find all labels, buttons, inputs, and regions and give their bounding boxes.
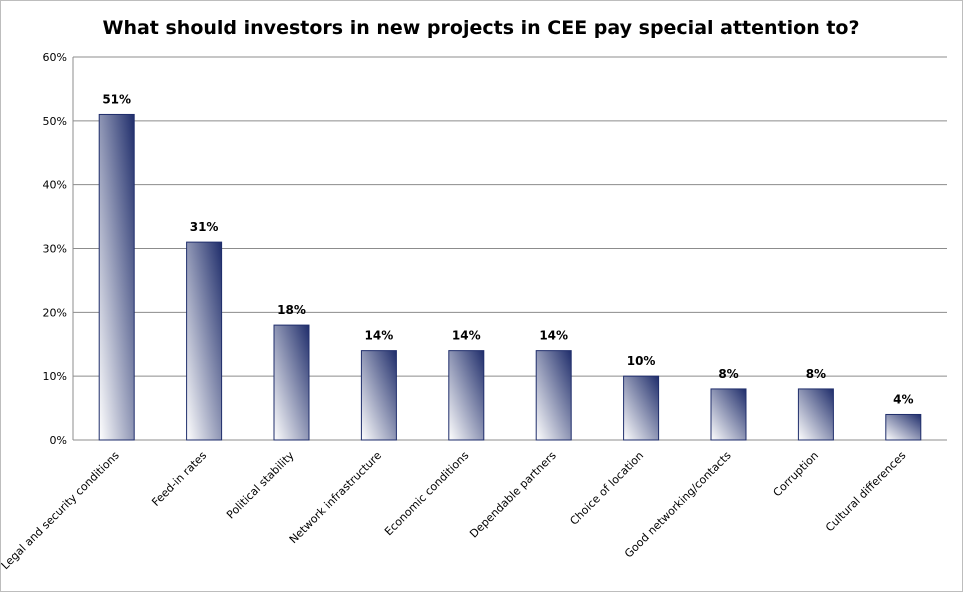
bars: [98, 113, 922, 441]
bar-value-label: 14%: [452, 329, 481, 343]
bar: [273, 324, 310, 441]
bar-value-label: 4%: [893, 392, 913, 406]
bar-value-label: 8%: [718, 367, 738, 381]
chart-title: What should investors in new projects in…: [103, 17, 860, 39]
data-labels: 51% 31% 18% 14% 14% 14% 10% 8% 8% 4%: [102, 92, 913, 406]
bar-value-label: 31%: [190, 220, 219, 234]
y-tick-label: 40%: [43, 179, 67, 192]
bar: [535, 350, 572, 441]
bar-value-label: 14%: [539, 329, 568, 343]
bar-value-label: 18%: [277, 303, 306, 317]
y-tick-label: 10%: [43, 370, 67, 383]
y-tick-label: 0%: [50, 434, 67, 447]
bar: [623, 375, 660, 441]
bar: [186, 241, 223, 441]
bar: [360, 350, 397, 441]
y-axis-tick-labels: 0% 10% 20% 30% 40% 50% 60%: [43, 51, 67, 447]
bar: [98, 113, 135, 441]
bar-value-label: 8%: [806, 367, 826, 381]
y-tick-label: 20%: [43, 306, 67, 319]
bar: [448, 350, 485, 441]
bar: [797, 388, 834, 441]
y-tick-label: 30%: [43, 243, 67, 256]
bar-value-label: 51%: [102, 92, 131, 106]
bar: [710, 388, 747, 441]
y-tick-label: 50%: [43, 115, 67, 128]
bar-value-label: 14%: [365, 329, 394, 343]
y-tick-label: 60%: [43, 51, 67, 64]
bar: [885, 413, 922, 441]
bar-value-label: 10%: [627, 354, 656, 368]
